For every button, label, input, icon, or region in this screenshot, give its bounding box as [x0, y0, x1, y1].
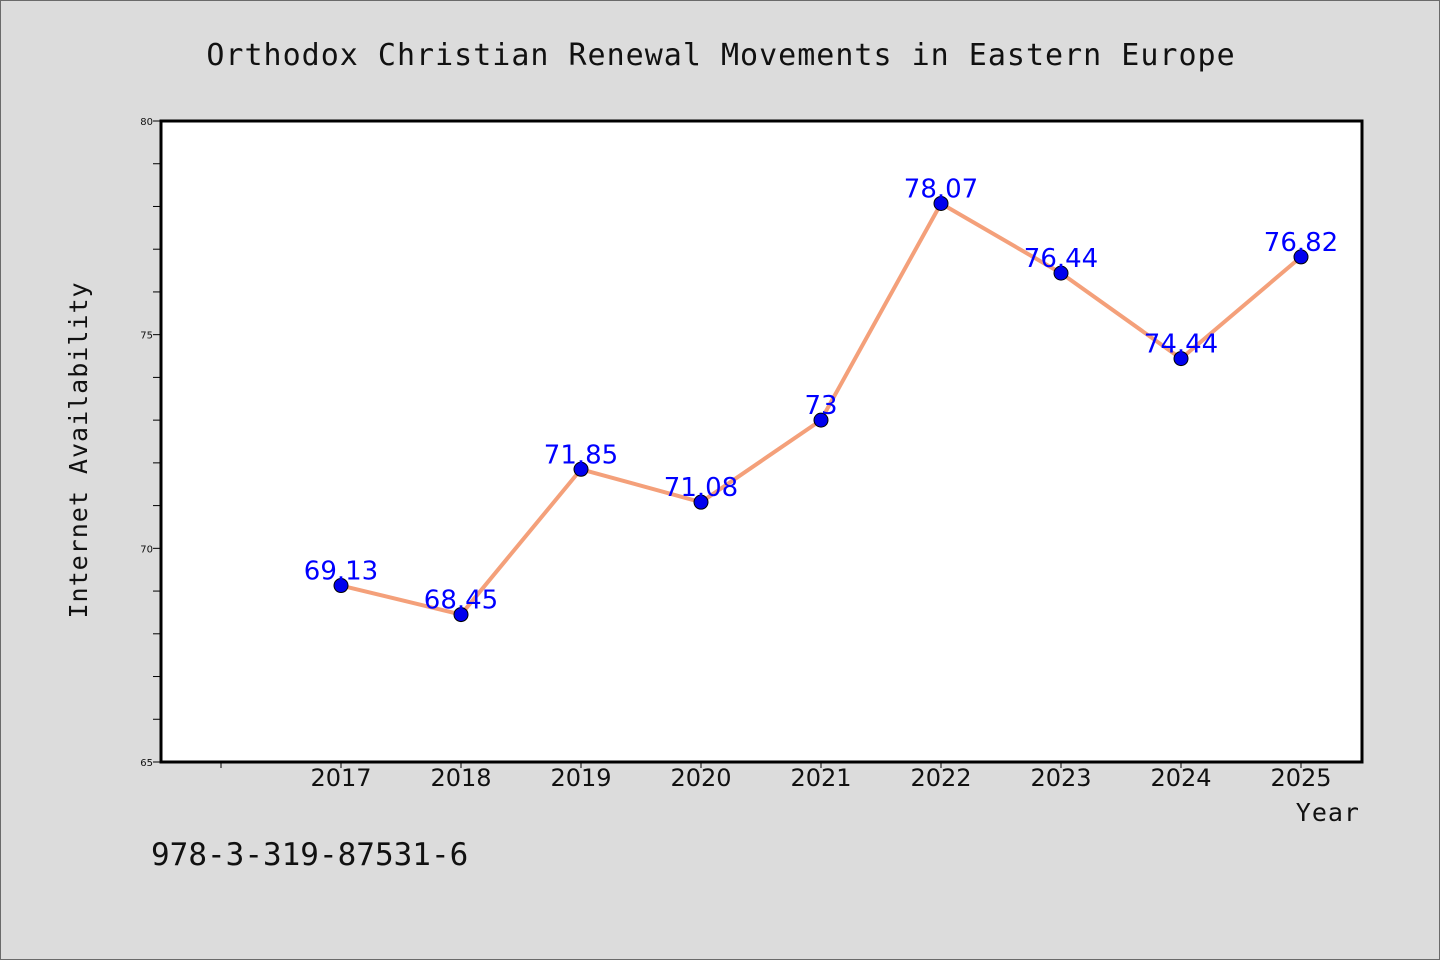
data-label: 76.44 — [1024, 244, 1098, 274]
y-tick-label: 65 — [140, 758, 153, 769]
plot-area — [159, 119, 1364, 764]
chart-title: Orthodox Christian Renewal Movements in … — [206, 38, 1235, 73]
x-tick-label: 2024 — [1150, 764, 1211, 792]
x-axis-title: Year — [1296, 798, 1360, 827]
data-label: 78.07 — [904, 174, 978, 204]
footer-isbn: 978-3-319-87531-6 — [151, 837, 468, 873]
data-label: 68.45 — [424, 586, 498, 616]
data-label: 71.08 — [664, 473, 738, 503]
data-point — [333, 578, 349, 594]
y-tick-label: 80 — [140, 117, 153, 128]
data-label: 74.44 — [1144, 330, 1218, 360]
x-axis-ticks: 2017 2018 2019 2020 2021 2022 2023 2024 2025 — [220, 762, 1332, 792]
x-tick-label: 2018 — [430, 764, 491, 792]
data-point — [1173, 351, 1189, 367]
x-tick-label: 2020 — [670, 764, 731, 792]
series-layer: 69.13 68.45 71.85 71.08 73 78.07 76.44 74.44 76.… — [304, 174, 1338, 623]
data-point — [1053, 265, 1069, 281]
data-point — [453, 607, 469, 623]
data-label: 76.82 — [1264, 228, 1338, 258]
data-label: 73 — [804, 391, 837, 421]
data-label: 69.13 — [304, 557, 378, 587]
x-tick-label: 2023 — [1030, 764, 1091, 792]
data-point — [1293, 249, 1309, 265]
data-point — [933, 195, 949, 211]
x-tick-label: 2022 — [910, 764, 971, 792]
x-tick-label: 2017 — [310, 764, 371, 792]
y-axis-ticks: 65 70 75 80 — [140, 117, 161, 769]
data-point — [573, 461, 589, 477]
y-axis-title: Internet Availability — [64, 281, 93, 618]
data-point — [693, 494, 709, 510]
x-tick-label: 2021 — [790, 764, 851, 792]
y-tick-label: 75 — [140, 331, 153, 342]
x-tick-label: 2025 — [1270, 764, 1331, 792]
y-tick-label: 70 — [140, 544, 153, 555]
data-point — [813, 412, 829, 428]
data-label: 71.85 — [544, 440, 618, 470]
x-tick-label: 2019 — [550, 764, 611, 792]
